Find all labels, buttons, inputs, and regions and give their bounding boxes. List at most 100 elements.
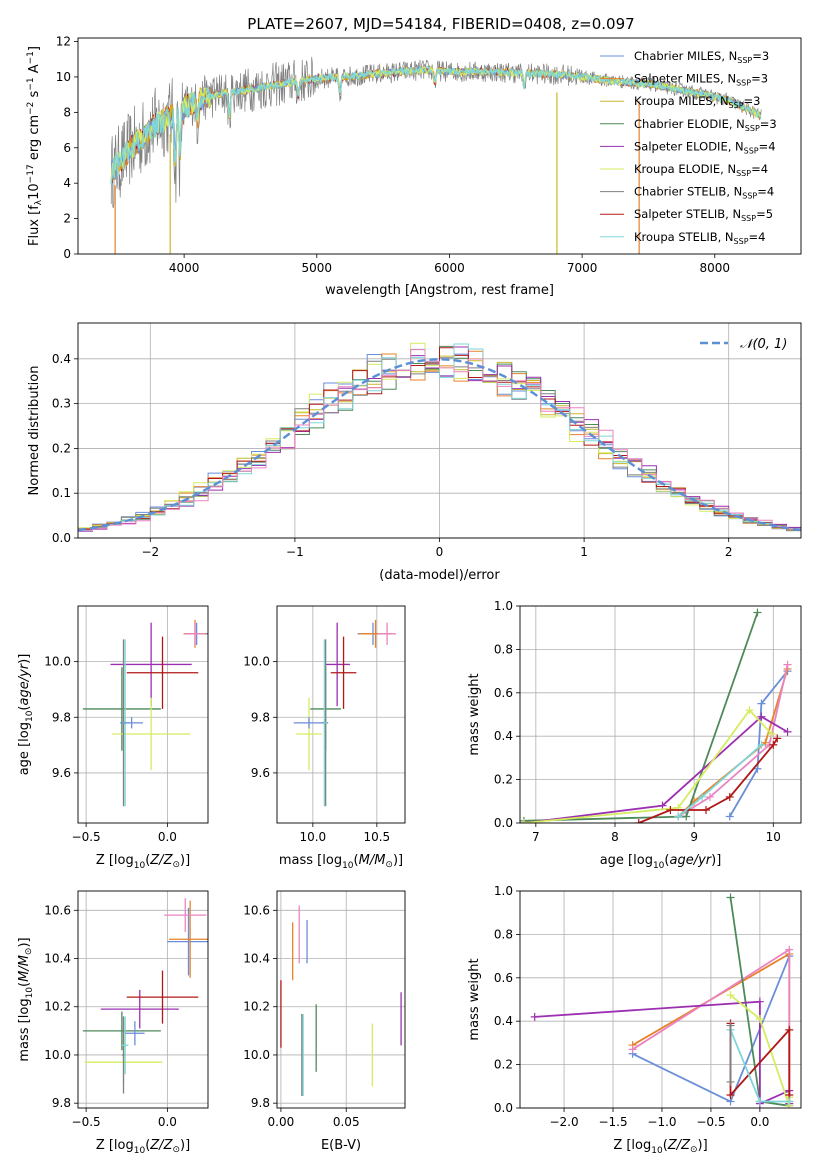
x-tick-label: 10.5 [363,830,390,844]
legend-label: Kroupa STELIB, NSSP=4 [634,230,765,246]
histogram-frame [77,322,802,539]
y-tick-label: 0 [63,247,71,261]
axis-label-part: )] [17,654,32,664]
y-tick-label: 10.0 [44,1048,71,1062]
axis-label-part: 10 [134,861,146,871]
mass_age-axes: 10.0 10.5 9.6 9.8 10.0 [243,606,405,844]
axis-label-part: 10 [25,987,35,999]
x-tick-label: 7 [532,830,540,844]
legend-text: Chabrier ELODIE, N [634,117,745,131]
weight-series [677,664,789,818]
weight-marker [682,812,691,821]
y-tick-label: 10.0 [243,1048,270,1062]
y-tick-label: 10.6 [243,903,270,917]
z_weight-axes: −2.0 −1.5 −1.0 −0.5 0.0 0.0 0.2 0.4 0.6 0.8 1.0 [494,884,801,1129]
ylabel-part: 10 [27,183,42,200]
y-tick-label: 0.8 [494,642,513,656]
x-tick-label: 2 [725,545,733,559]
axis-label-part: ( [145,1138,150,1153]
weight-marker [658,801,667,810]
weight-marker [753,608,762,617]
weight-marker [530,1012,539,1021]
axis-label-part: age/yr [669,853,712,868]
axis-label-part: Z [log [613,1138,651,1153]
y-tick-label: 10.2 [44,1000,71,1014]
legend-eq: =5 [756,207,773,221]
y-tick-label: 0.2 [52,441,71,455]
axis-label-part: ( [17,706,32,711]
z-age-ylabel: age [log10(age/yr)] [17,654,35,776]
axis-label-part: M/M [359,853,386,868]
weight-series [638,737,779,823]
y-tick-label: 10.4 [44,952,71,966]
axis-label-part: Z [log [96,1138,134,1153]
axis-label-part: ⊙ [24,948,34,956]
axis-label-part: Z/Z [149,1138,173,1153]
ylabel-part: −1 [26,77,36,90]
weight-marker [726,991,735,1000]
spectrum-axes: 4000 5000 6000 7000 8000 0 2 4 6 8 10 12 [56,35,730,275]
y-tick-label: 10.0 [44,655,71,669]
legend-text: Chabrier STELIB, N [634,185,742,199]
y-tick-label: 8 [63,105,71,119]
x-tick-label: 9 [690,830,698,844]
axis-label-part: ⊙ [172,1145,180,1155]
y-tick-label: 10 [56,70,71,84]
x-tick-label: −1.5 [598,1115,627,1129]
y-tick-label: 10.6 [44,903,71,917]
y-tick-label: 0.4 [494,729,513,743]
axis-label-part: mass [log [279,853,342,868]
weight-marker [628,1045,637,1054]
z_age-frame [77,605,209,824]
x-tick-label: 8000 [699,261,730,275]
x-tick-label: 5000 [302,261,333,275]
axis-label-part: ( [17,982,32,987]
axis-label-part: )] [711,853,721,868]
y-tick-label: 0.0 [494,816,513,830]
z_weight-xlabel: Z [log10(Z/Z⊙)] [613,1138,707,1156]
axis-label-part: ⊙ [385,860,393,870]
x-tick-label: 0.0 [750,1115,769,1129]
plots-layer: 4000 5000 6000 7000 8000024681012wavelength … [17,35,802,1156]
ylabel-part: A [27,64,42,77]
axis-label-part: Z/Z [149,853,173,868]
ylabel-part: −17 [26,164,36,183]
y-tick-label: 0.0 [494,1101,513,1115]
ebv_mass-frame [276,890,406,1109]
axis-label-part: ⊙ [172,860,180,870]
legend-label: Kroupa ELODIE, NSSP=4 [634,162,768,178]
weight-marker [785,1025,794,1034]
weight-marker [755,1015,764,1024]
legend-sub: SSP [736,169,751,178]
spectrum-frame [77,37,802,255]
x-tick-label: −0.5 [72,830,101,844]
legend-text: Kroupa ELODIE, N [634,162,736,176]
z_weight-ylabel: mass weight [467,958,482,1040]
spectrum-legend: Chabrier MILES, NSSP=3 Salpeter MILES, N S… [600,49,777,246]
z-age-xlabel: Z [log10(Z/Z⊙)] [96,853,190,871]
z_mass-frame [77,890,209,1109]
legend-label: Chabrier MILES, NSSP=3 [634,49,769,65]
histogram-series [78,349,801,534]
weight-marker [726,893,735,902]
y-tick-label: 10.2 [243,1000,270,1014]
ylabel-part: s [27,90,42,101]
ebv_mass-points [280,905,402,1096]
weight-marker [634,819,643,823]
z_mass-axes: −0.5 0.0 9.8 10.0 10.2 10.4 10.6 [44,891,208,1129]
age_weight-frame [519,605,802,824]
weight-marker [725,792,734,801]
legend-text: Salpeter MILES, N [634,72,736,86]
axis-label-part: age/yr [17,662,32,705]
legend-sub: SSP [729,101,744,110]
x-tick-label: −1 [286,545,304,559]
weight-marker [783,660,792,669]
weight-marker [726,1090,735,1099]
histogram-xlabel: (data-model)/error [379,568,500,583]
legend-eq: =4 [749,230,766,244]
z_age-points [82,619,208,807]
x-tick-label: 0.05 [333,1115,360,1129]
x-tick-label: 1 [580,545,588,559]
z-mass-ylabel: mass [log10(M/M⊙)] [17,937,35,1061]
axis-label-part: 10 [651,1146,663,1156]
